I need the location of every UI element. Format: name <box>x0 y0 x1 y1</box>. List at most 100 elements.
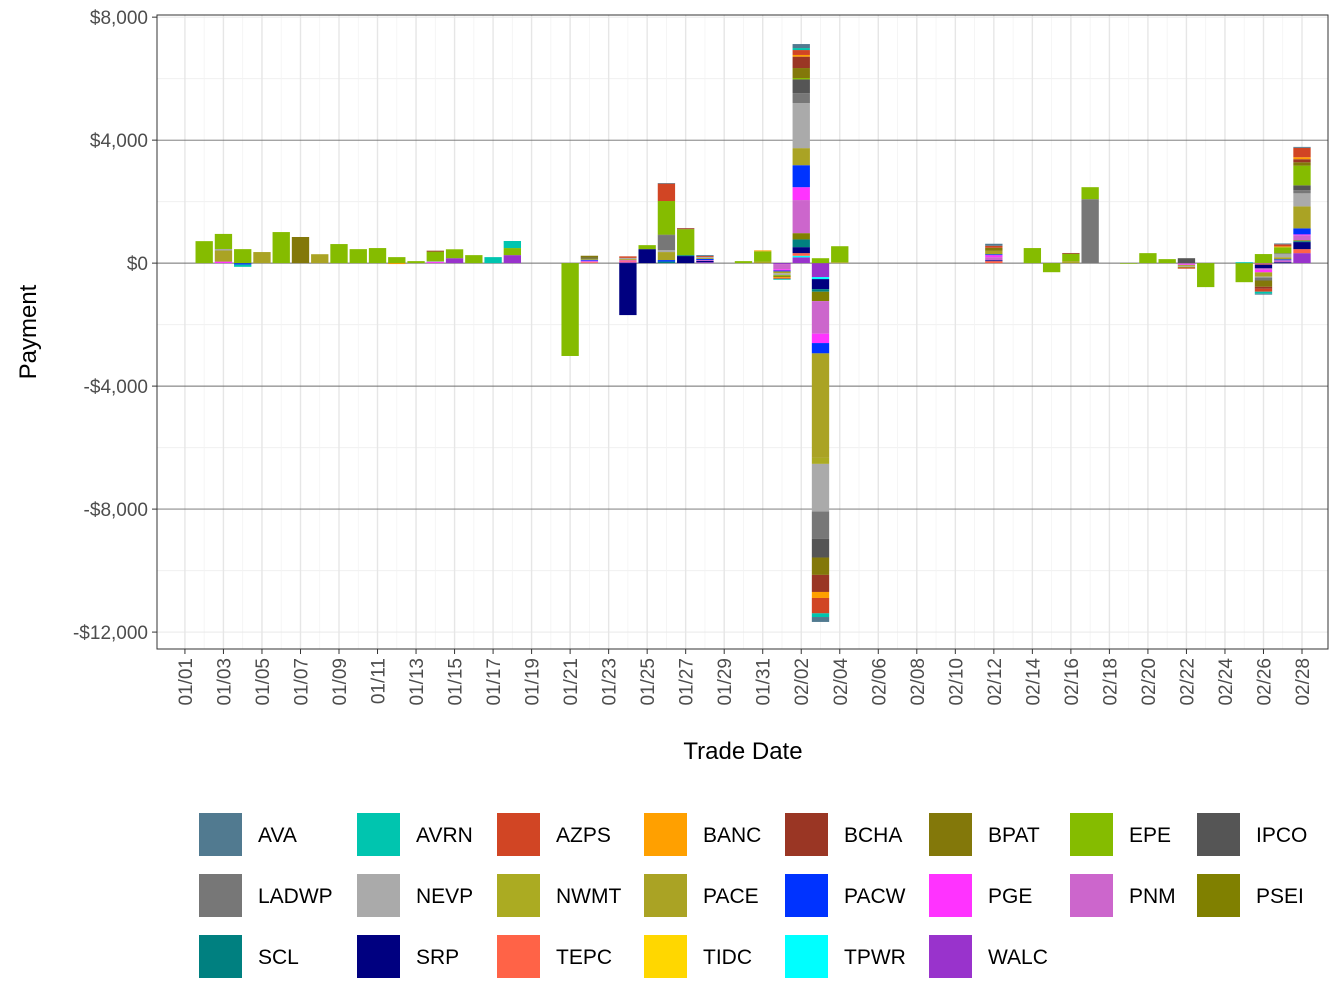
bar-segment-tepc-02-02 <box>792 253 810 256</box>
y-tick-label: $8,000 <box>90 8 148 29</box>
bar-segment-banc-02-01 <box>773 276 791 278</box>
bar-segment-scl-01-27 <box>677 255 695 257</box>
bar-segment-pnm-02-12 <box>985 257 1003 261</box>
bar-segment-nevp-02-26 <box>1254 276 1273 278</box>
bar-segment-epe-01-30 <box>734 261 753 264</box>
bar-segment-epe-02-27 <box>1274 247 1292 254</box>
legend-key <box>644 935 687 978</box>
legend-item-tidc: TIDC <box>644 935 752 978</box>
bar-segment-avrn-01-04 <box>234 264 252 267</box>
bar-segment-pace-01-28 <box>696 257 714 259</box>
bar-segment-pacw-02-28 <box>1293 228 1311 235</box>
bar-segment-srp-02-12 <box>985 260 1003 262</box>
plot-panel <box>157 15 1328 649</box>
bar-segment-pacw-02-03 <box>811 343 830 354</box>
bar-segment-bpat-02-28 <box>1293 162 1311 166</box>
legend-key <box>1070 874 1113 917</box>
legend-key <box>644 813 687 856</box>
legend-label: PNM <box>1129 885 1176 908</box>
bar-segment-pace-01-31 <box>754 261 772 264</box>
x-tick-label: 02/12 <box>985 658 1006 706</box>
bar-segment-azps-02-03 <box>811 597 830 614</box>
bar-segment-bcha-02-26 <box>1254 286 1273 289</box>
legend-label: AVA <box>258 824 297 847</box>
bar-segment-pace-01-24 <box>619 259 637 261</box>
bar-segment-pacw-01-26 <box>657 260 676 262</box>
bar-segment-pnm-02-01 <box>773 264 791 270</box>
bar-segment-epe-01-09 <box>330 244 348 264</box>
bar-segment-avrn-02-26 <box>1254 291 1273 294</box>
bar-segment-ladwp-02-03 <box>811 511 830 539</box>
bar-segment-epe-02-22 <box>1177 266 1196 268</box>
y-axis-title: Payment <box>15 284 42 379</box>
bar-segment-walc-02-03 <box>811 263 830 278</box>
bar-segment-nwmt-01-22 <box>580 258 599 260</box>
bar-segment-pace-02-03 <box>811 353 830 458</box>
bar-segment-bpat-02-02 <box>792 68 810 79</box>
bar-segment-nevp-01-14 <box>426 261 444 263</box>
bar-segment-pnm-02-26 <box>1254 268 1273 270</box>
legend-key <box>929 935 972 978</box>
bar-segment-ava-01-26 <box>657 183 676 184</box>
bar-segment-scl-02-28 <box>1293 241 1311 243</box>
x-tick-label: 01/03 <box>214 658 235 706</box>
bar-segment-epe-02-14 <box>1023 248 1042 264</box>
legend-key <box>929 813 972 856</box>
bar-segment-ava-01-28 <box>696 255 714 257</box>
legend-item-pge: PGE <box>929 874 1032 917</box>
bar-segment-pacw-02-12 <box>985 254 1003 256</box>
bar-segment-bpat-01-22 <box>580 255 599 258</box>
x-tick-label: 01/23 <box>600 658 621 706</box>
x-tick-label: 02/24 <box>1216 658 1237 706</box>
bar-segment-ipco-01-26 <box>657 234 676 236</box>
bar-segment-ladwp-01-26 <box>657 235 676 251</box>
bar-segment-walc-02-02 <box>792 257 810 264</box>
legend-item-ipco: IPCO <box>1197 813 1307 856</box>
bar-segment-srp-01-28 <box>696 260 714 263</box>
legend-item-tpwr: TPWR <box>785 935 906 978</box>
bar-segment-ava-02-28 <box>1293 146 1311 148</box>
bar-segment-tpwr-02-02 <box>792 255 810 258</box>
bar-segment-pacw-02-02 <box>792 165 810 188</box>
x-tick-label: 01/25 <box>638 658 659 706</box>
bar-segment-epe-02-03 <box>811 258 830 264</box>
x-tick-label: 02/14 <box>1023 658 1044 706</box>
bar-segment-epe-01-16 <box>465 255 483 264</box>
legend-key <box>1197 813 1240 856</box>
bar-segment-bpat-02-12 <box>985 247 1003 251</box>
legend-label: AVRN <box>416 824 473 847</box>
y-tick-label: $0 <box>127 254 148 275</box>
legend-key <box>199 813 242 856</box>
legend-key <box>199 874 242 917</box>
bar-segment-nevp-02-02 <box>792 103 810 149</box>
bar-segment-ladwp-02-02 <box>792 93 810 104</box>
legend-item-pacw: PACW <box>785 874 906 917</box>
bar-segment-nevp-01-24 <box>619 257 637 260</box>
y-tick-label: -$4,000 <box>84 377 148 398</box>
bar-segment-tepc-01-22 <box>580 262 599 264</box>
bar-segment-avrn-02-03 <box>811 613 830 618</box>
bar-segment-pace-02-01 <box>773 271 791 274</box>
x-tick-label: 01/13 <box>407 658 428 706</box>
legend-item-azps: AZPS <box>497 813 611 856</box>
bar-segment-bpat-02-01 <box>773 276 791 277</box>
bar-segment-ladwp-02-28 <box>1293 190 1311 194</box>
legend-key <box>357 874 400 917</box>
bar-segment-bcha-02-02 <box>792 56 810 69</box>
legend-item-walc: WALC <box>929 935 1048 978</box>
legend-item-scl: SCL <box>199 935 299 978</box>
bar-segment-epe-01-26 <box>657 201 676 235</box>
bar-segment-epe-02-20 <box>1139 253 1157 264</box>
bar-segment-pace-01-05 <box>253 252 271 264</box>
bar-segment-azps-02-28 <box>1293 147 1311 158</box>
bar-segment-epe-01-10 <box>349 249 367 264</box>
bar-segment-nevp-01-26 <box>657 250 676 253</box>
x-axis-title: Trade Date <box>683 738 802 765</box>
legend: AVA AVRN AZPS BANC BCHA BPAT EPE IPCO LADWP NEVP N… <box>199 813 1307 978</box>
bar-segment-srp-02-02 <box>792 247 810 254</box>
bar-segment-ava-02-27 <box>1274 243 1292 245</box>
x-tick-label: 02/22 <box>1177 658 1198 706</box>
bar-segment-walc-01-15 <box>445 258 464 264</box>
y-axis: $8,000 $4,000 $0 -$4,000 -$8,000 -$12,000 <box>73 8 157 644</box>
